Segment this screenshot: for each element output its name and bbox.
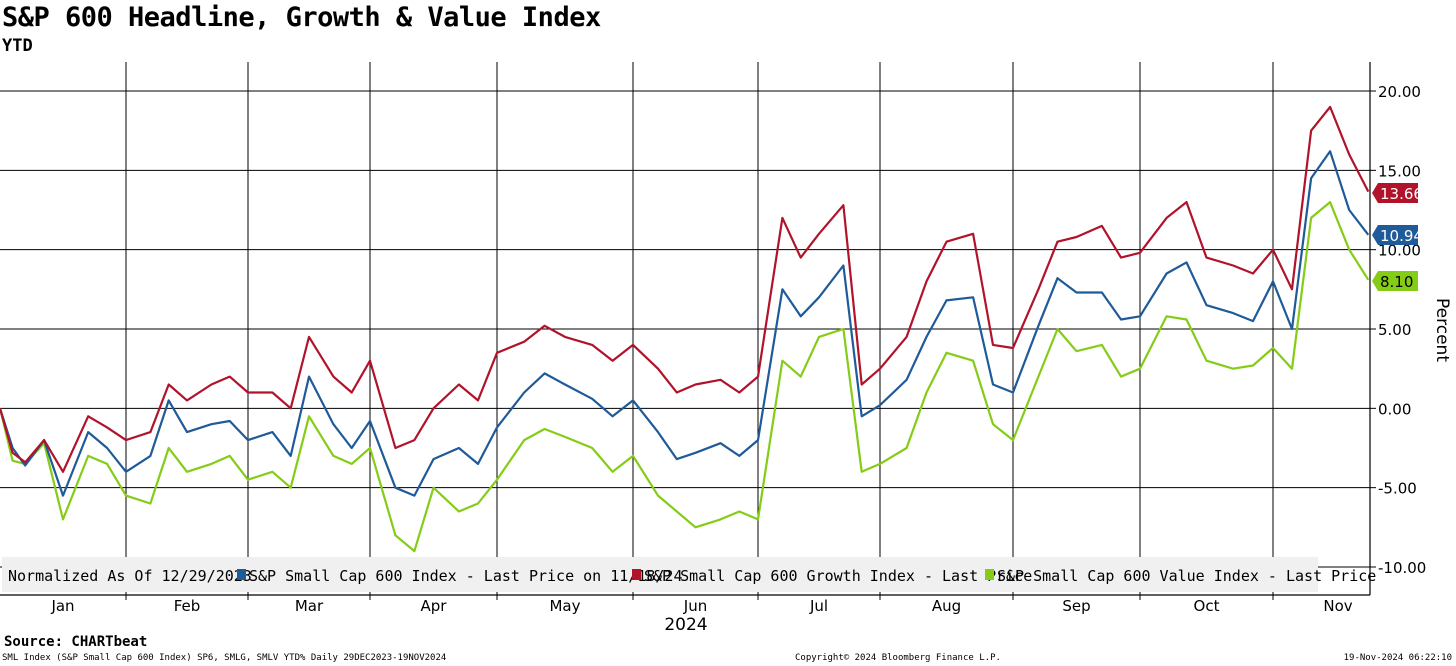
- legend-entry-headline: S&P Small Cap 600 Index - Last Price on …: [249, 567, 682, 585]
- last-price-tag: [1372, 271, 1418, 291]
- y-tick-label: 10.00: [1378, 242, 1421, 260]
- legend-prefix: Normalized As Of 12/29/2023: [8, 567, 252, 585]
- y-tick-label: 20.00: [1378, 83, 1421, 101]
- x-tick-label: Jan: [50, 597, 74, 615]
- axes: 20.00 15.00 10.00 5.00 0.00 -5.00 -10.00 Jan Feb…: [0, 62, 1426, 615]
- legend-background: [2, 557, 1318, 592]
- source-note: Source: CHARTbeat: [4, 634, 148, 650]
- legend-entry-value: S&P Small Cap 600 Value Index - Last Pri…: [997, 567, 1376, 585]
- series-lines: [0, 105, 1370, 553]
- last-price-label: 13.66: [1380, 185, 1423, 203]
- gridlines: [0, 62, 1370, 595]
- series-line-headline: [0, 150, 1370, 497]
- series-description: SML Index (S&P Small Cap 600 Index) SP6,…: [2, 653, 447, 663]
- x-tick-label: Nov: [1323, 597, 1352, 615]
- last-price-label: 10.94: [1380, 227, 1423, 245]
- x-axis-year: 2024: [664, 615, 707, 635]
- copyright: Copyright© 2024 Bloomberg Finance L.P.: [795, 653, 1001, 663]
- x-tick-label: Feb: [174, 597, 201, 615]
- x-tick-label: Jun: [683, 597, 707, 615]
- legend-entry-growth: S&P Small Cap 600 Growth Index - Last Pr…: [644, 567, 1032, 585]
- series-line-growth: [0, 105, 1370, 473]
- legend: Normalized As Of 12/29/2023 S&P Small Ca…: [2, 557, 1376, 592]
- y-tick-label: 5.00: [1378, 321, 1411, 339]
- x-tick-label: Jul: [809, 597, 828, 615]
- legend-swatch-headline: [237, 569, 246, 580]
- legend-swatch-growth: [632, 569, 641, 580]
- chart-subtitle: YTD: [2, 36, 33, 56]
- chart-title: S&P 600 Headline, Growth & Value Index: [2, 2, 601, 33]
- y-tick-label: 0.00: [1378, 400, 1411, 418]
- last-price-tags: 13.66 10.94 8.10: [1372, 183, 1423, 291]
- legend-swatch-value: [985, 569, 994, 580]
- timestamp: 19-Nov-2024 06:22:10: [1343, 653, 1452, 663]
- y-axis-label: Percent: [1432, 298, 1452, 362]
- x-tick-label: Sep: [1062, 597, 1090, 615]
- x-tick-label: Aug: [932, 597, 961, 615]
- series-line-value: [0, 201, 1370, 553]
- x-tick-label: Apr: [421, 597, 448, 615]
- x-tick-label: Oct: [1194, 597, 1220, 615]
- last-price-tag: [1372, 183, 1418, 203]
- last-price-label: 8.10: [1380, 273, 1413, 291]
- last-price-tag: [1372, 225, 1418, 245]
- x-tick-label: May: [549, 597, 580, 615]
- y-tick-label: -10.00: [1378, 559, 1426, 577]
- x-tick-label: Mar: [295, 597, 324, 615]
- y-tick-label: 15.00: [1378, 162, 1421, 180]
- y-tick-label: -5.00: [1378, 480, 1417, 498]
